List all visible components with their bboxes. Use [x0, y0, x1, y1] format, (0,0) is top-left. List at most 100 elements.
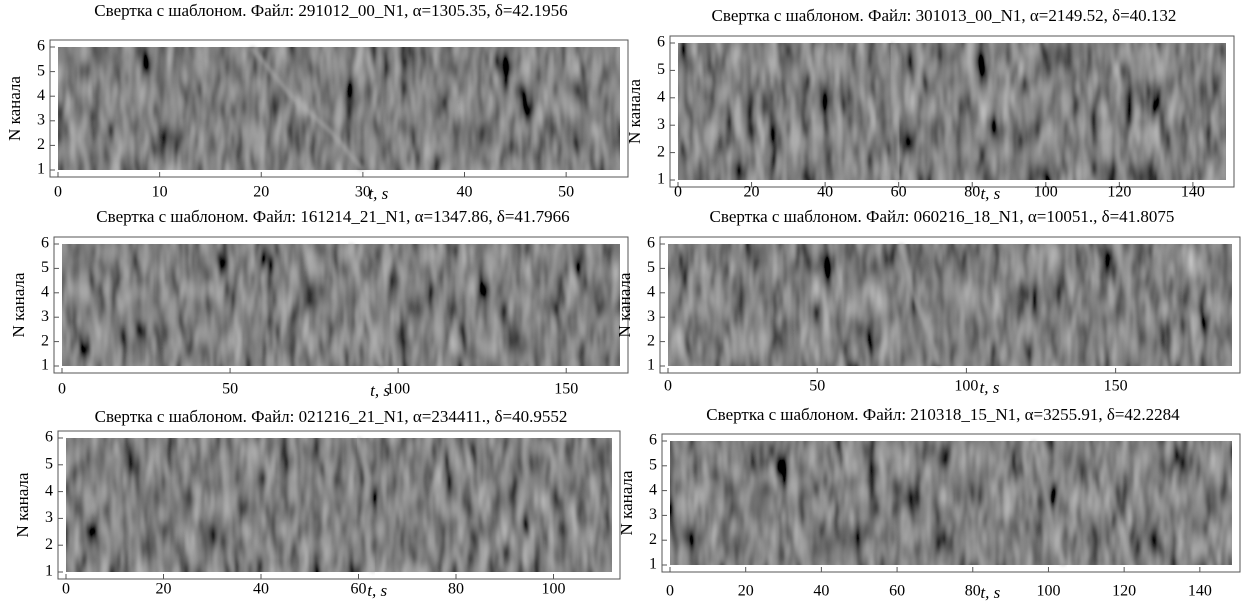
x-tick-label: 0: [58, 381, 66, 398]
panel-title: Свертка с шаблоном. Файл: 291012_00_N1, …: [94, 1, 567, 20]
y-axis-label: N канала: [9, 272, 28, 337]
x-tick-label: 100: [1036, 583, 1060, 600]
x-tick-label: 0: [664, 378, 672, 395]
x-axis-label: t, s: [367, 581, 387, 600]
y-axis-label: N канала: [5, 76, 24, 141]
x-tick-label: 50: [809, 378, 825, 395]
y-tick-label: 2: [657, 143, 665, 160]
x-axis-label: t, s: [980, 184, 1000, 203]
panel-title: Свертка с шаблоном. Файл: 210318_15_N1, …: [706, 405, 1180, 424]
ridge: [356, 437, 376, 573]
y-tick-label: 5: [657, 61, 665, 78]
x-tick-label: 20: [156, 581, 172, 598]
y-tick-label: 6: [37, 38, 45, 55]
x-tick-label: 150: [1104, 378, 1128, 395]
y-tick-label: 6: [45, 429, 53, 446]
y-tick-label: 6: [657, 34, 665, 51]
x-tick-label: 150: [554, 381, 578, 398]
x-tick-label: 0: [62, 581, 70, 598]
x-tick-label: 140: [1188, 583, 1212, 600]
y-tick-label: 2: [37, 136, 45, 153]
x-tick-label: 120: [1107, 184, 1131, 201]
x-tick-label: 40: [457, 184, 473, 201]
y-tick-label: 4: [41, 283, 49, 300]
y-axis-label: N канала: [13, 472, 32, 537]
y-tick-label: 3: [41, 308, 49, 325]
y-tick-label: 1: [37, 161, 45, 178]
y-axis-label: N канала: [617, 470, 636, 535]
x-tick-label: 0: [666, 583, 674, 600]
x-axis-label: t, s: [980, 583, 1000, 602]
y-tick-label: 1: [649, 556, 657, 573]
x-tick-label: 50: [558, 184, 574, 201]
y-tick-label: 1: [657, 171, 665, 188]
ridge: [1031, 440, 1066, 566]
x-tick-label: 20: [253, 184, 269, 201]
x-tick-label: 0: [54, 184, 62, 201]
ridge: [349, 243, 384, 367]
y-tick-label: 2: [647, 332, 655, 349]
y-tick-label: 4: [37, 87, 45, 104]
y-tick-label: 4: [649, 481, 657, 498]
panel-title: Свертка с шаблоном. Файл: 301013_00_N1, …: [712, 6, 1177, 25]
ridge: [898, 243, 942, 367]
ridge: [249, 45, 365, 172]
y-tick-label: 6: [649, 432, 657, 449]
x-tick-label: 20: [744, 184, 760, 201]
x-axis-label: t, s: [980, 378, 1000, 397]
y-tick-label: 6: [41, 235, 49, 252]
y-tick-label: 5: [41, 259, 49, 276]
heatmap-image: [66, 438, 612, 572]
y-tick-label: 4: [45, 482, 53, 499]
x-tick-label: 100: [954, 378, 978, 395]
x-tick-label: 60: [351, 581, 367, 598]
heatmap-image: [670, 441, 1232, 565]
y-tick-label: 3: [649, 506, 657, 523]
x-axis-label: t, s: [370, 381, 390, 400]
x-tick-label: 40: [813, 583, 829, 600]
x-tick-label: 80: [965, 583, 981, 600]
x-tick-label: 20: [738, 583, 754, 600]
y-axis-label: N канала: [625, 79, 644, 144]
x-tick-label: 10: [152, 184, 168, 201]
x-tick-label: 30: [355, 184, 371, 201]
heatmap-image: [58, 47, 620, 170]
y-tick-label: 6: [647, 235, 655, 252]
y-tick-label: 4: [647, 283, 655, 300]
x-tick-label: 50: [222, 381, 238, 398]
y-tick-label: 4: [657, 88, 665, 105]
y-tick-label: 3: [45, 509, 53, 526]
y-tick-label: 5: [37, 62, 45, 79]
panel-title: Свертка с шаблоном. Файл: 161214_21_N1, …: [96, 207, 569, 226]
x-tick-label: 80: [448, 581, 464, 598]
x-tick-label: 40: [253, 581, 269, 598]
heatmap-image: [678, 43, 1226, 180]
x-tick-label: 80: [964, 184, 980, 201]
x-tick-label: 100: [542, 581, 566, 598]
y-tick-label: 5: [649, 456, 657, 473]
y-tick-label: 1: [41, 357, 49, 374]
y-tick-label: 2: [649, 531, 657, 548]
x-tick-label: 40: [817, 184, 833, 201]
y-tick-label: 2: [41, 332, 49, 349]
y-tick-label: 3: [37, 111, 45, 128]
y-tick-label: 5: [45, 455, 53, 472]
panel-title: Свертка с шаблоном. Файл: 060216_18_N1, …: [710, 207, 1175, 226]
x-tick-label: 60: [891, 184, 907, 201]
x-tick-label: 140: [1181, 184, 1205, 201]
ridge: [889, 42, 901, 180]
heatmap-image: [62, 244, 620, 366]
x-tick-label: 100: [386, 381, 410, 398]
x-tick-label: 100: [1034, 184, 1058, 201]
panel-title: Свертка с шаблоном. Файл: 021216_21_N1, …: [95, 407, 568, 426]
x-tick-label: 120: [1112, 583, 1136, 600]
x-tick-label: 0: [674, 184, 682, 201]
y-tick-label: 5: [647, 259, 655, 276]
y-tick-label: 1: [647, 357, 655, 374]
y-tick-label: 3: [657, 116, 665, 133]
y-tick-label: 2: [45, 536, 53, 553]
y-tick-label: 3: [647, 308, 655, 325]
y-tick-label: 1: [45, 563, 53, 580]
x-axis-label: t, s: [368, 184, 388, 203]
